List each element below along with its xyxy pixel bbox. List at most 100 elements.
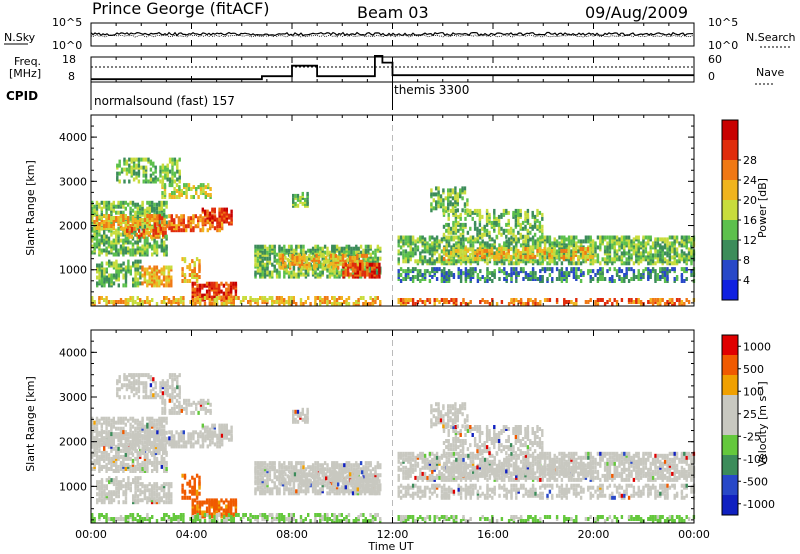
power-cell [347, 296, 351, 300]
power-cell [194, 298, 197, 302]
power-cell [337, 255, 340, 260]
power-cell [143, 224, 147, 229]
power-cell [541, 228, 544, 233]
power-cell [135, 175, 138, 180]
power-cell [351, 268, 355, 273]
power-cell [488, 257, 492, 262]
velocity-cell [211, 423, 214, 428]
power-cell [110, 202, 113, 207]
power-cell [442, 202, 445, 207]
power-cell [359, 272, 362, 277]
power-cell [352, 252, 356, 257]
velocity-cell [126, 449, 129, 454]
power-cell [141, 244, 144, 249]
power-cell [287, 270, 291, 275]
power-cell [156, 177, 160, 182]
power-cell [181, 279, 184, 283]
velocity-cell [103, 458, 106, 463]
power-cell [421, 300, 424, 304]
power-cell [119, 244, 123, 249]
power-cell [558, 235, 561, 240]
power-cell [671, 235, 674, 240]
velocity-cell [127, 452, 130, 457]
power-cell [163, 296, 166, 300]
power-cell [166, 167, 169, 172]
velocity-cell [189, 440, 193, 445]
power-cell [136, 281, 140, 286]
power-cell [146, 267, 149, 272]
power-cell [596, 269, 600, 274]
power-cell [647, 251, 650, 256]
power-cell [254, 244, 257, 249]
power-cell [160, 200, 163, 205]
velocity-cell [148, 442, 151, 447]
power-cell [563, 235, 566, 240]
power-cell [623, 241, 626, 246]
power-cell [119, 232, 123, 237]
power-cell [503, 261, 506, 266]
power-cell [690, 259, 693, 264]
power-cell [512, 255, 516, 260]
velocity-cell [216, 433, 219, 438]
power-cell [409, 245, 412, 250]
velocity-cell [127, 436, 130, 441]
power-cell [666, 300, 669, 304]
power-cell [565, 267, 568, 272]
power-cell [148, 242, 151, 247]
power-cell [107, 222, 111, 226]
power-cell [268, 256, 272, 261]
power-cell [618, 275, 621, 279]
power-cell [447, 249, 451, 254]
power-cell [543, 298, 547, 302]
power-cell [186, 279, 189, 283]
power-cell [505, 228, 508, 233]
power-cell [331, 296, 334, 300]
power-cell [608, 235, 612, 240]
power-cell [500, 259, 504, 264]
power-cell [514, 234, 518, 239]
power-cell [201, 221, 204, 226]
power-cell [371, 266, 374, 271]
power-cell [524, 216, 527, 221]
power-cell [584, 247, 587, 251]
power-cell [579, 279, 583, 283]
power-cell [153, 265, 156, 270]
power-cell [160, 212, 163, 217]
power-cell [509, 230, 513, 235]
power-cell [630, 298, 633, 302]
power-cell [666, 275, 669, 279]
power-cell [305, 265, 309, 270]
power-cell [536, 218, 539, 223]
velocity-cell [107, 438, 111, 443]
power-cell [457, 228, 460, 233]
power-cell [178, 185, 181, 190]
power-cell [311, 252, 315, 257]
power-cell [283, 244, 286, 249]
power-cell [531, 239, 535, 244]
power-cell [148, 271, 151, 276]
velocity-cell [112, 442, 115, 447]
power-cell [206, 296, 209, 300]
power-cell [675, 275, 679, 279]
power-cell [139, 224, 142, 229]
power-cell [466, 202, 469, 207]
velocity-cell [134, 426, 137, 431]
power-cell [495, 220, 498, 225]
velocity-cell [112, 446, 115, 451]
velocity-cell [100, 450, 103, 455]
power-cell [668, 269, 672, 274]
power-cell [185, 183, 188, 188]
power-cell [663, 251, 667, 256]
power-cell [495, 234, 498, 239]
power-cell [292, 272, 296, 277]
power-cell [402, 269, 405, 274]
power-cell [536, 212, 539, 217]
power-cell [165, 224, 169, 229]
power-cell [546, 261, 549, 266]
velocity-cell [143, 462, 147, 467]
power-cell [411, 251, 415, 256]
power-cell [423, 300, 427, 304]
power-cell [326, 296, 329, 300]
velocity-cell [107, 416, 111, 421]
power-cell [618, 267, 621, 272]
